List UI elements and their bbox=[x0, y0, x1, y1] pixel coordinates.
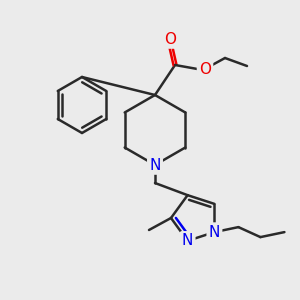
Text: O: O bbox=[164, 32, 176, 46]
Text: N: N bbox=[209, 225, 220, 240]
Text: N: N bbox=[182, 233, 193, 248]
Text: O: O bbox=[199, 62, 211, 77]
Text: N: N bbox=[149, 158, 161, 172]
